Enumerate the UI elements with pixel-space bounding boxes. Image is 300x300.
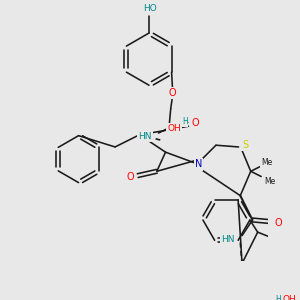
Text: OH: OH (282, 296, 296, 300)
Text: N: N (195, 159, 202, 169)
Text: Me: Me (261, 158, 272, 167)
Text: O: O (191, 118, 199, 128)
Text: H: H (182, 117, 188, 126)
Text: Me: Me (264, 177, 275, 186)
Text: HO: HO (143, 4, 157, 13)
Text: HN: HN (222, 235, 235, 244)
Text: S: S (242, 140, 249, 150)
Text: H: H (276, 296, 281, 300)
Text: HN: HN (138, 132, 152, 141)
Text: O: O (169, 88, 176, 98)
Text: O: O (127, 172, 135, 182)
Text: OH: OH (167, 124, 181, 133)
Text: O: O (275, 218, 282, 228)
